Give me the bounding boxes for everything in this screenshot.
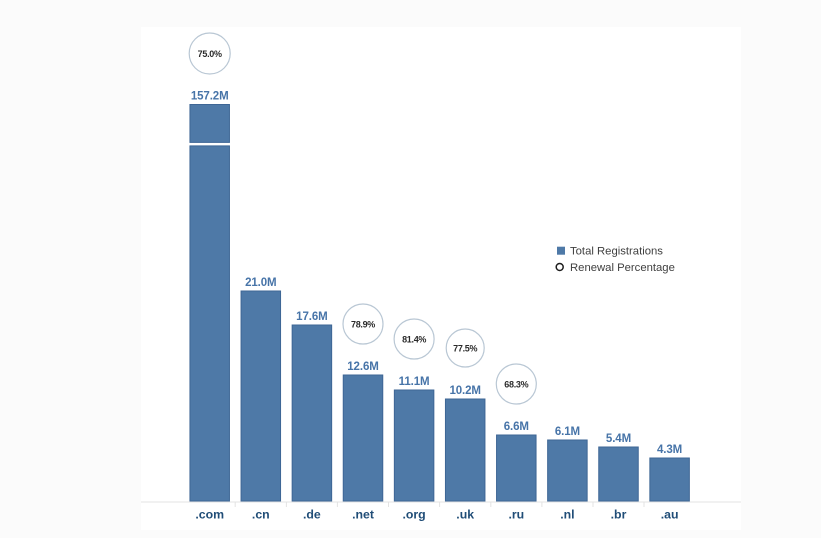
- svg-text:5.4M: 5.4M: [606, 433, 631, 445]
- svg-text:12.6M: 12.6M: [347, 361, 378, 373]
- svg-text:.ru: .ru: [508, 508, 524, 522]
- svg-text:.uk: .uk: [456, 508, 474, 522]
- svg-text:.nl: .nl: [560, 508, 574, 522]
- svg-text:75.0%: 75.0%: [198, 49, 222, 59]
- svg-text:.net: .net: [352, 508, 374, 522]
- svg-text:10.2M: 10.2M: [449, 385, 480, 397]
- svg-text:17.6M: 17.6M: [296, 311, 327, 323]
- svg-text:Renewal Percentage: Renewal Percentage: [570, 262, 675, 274]
- svg-text:77.5%: 77.5%: [453, 343, 477, 353]
- svg-text:21.0M: 21.0M: [245, 277, 276, 289]
- svg-text:.de: .de: [303, 508, 321, 522]
- svg-text:11.1M: 11.1M: [399, 376, 430, 388]
- svg-text:Total Registrations: Total Registrations: [570, 246, 663, 258]
- svg-text:78.9%: 78.9%: [351, 319, 375, 329]
- svg-text:.org: .org: [402, 508, 425, 522]
- svg-text:.com: .com: [195, 508, 224, 522]
- svg-text:6.6M: 6.6M: [504, 421, 529, 433]
- svg-text:4.3M: 4.3M: [657, 444, 682, 456]
- svg-text:.br: .br: [611, 508, 627, 522]
- svg-text:6.1M: 6.1M: [555, 426, 580, 438]
- svg-text:68.3%: 68.3%: [504, 379, 528, 389]
- svg-text:81.4%: 81.4%: [402, 334, 426, 344]
- svg-text:157.2M: 157.2M: [191, 90, 229, 102]
- svg-text:.cn: .cn: [252, 508, 270, 522]
- svg-text:.au: .au: [661, 508, 679, 522]
